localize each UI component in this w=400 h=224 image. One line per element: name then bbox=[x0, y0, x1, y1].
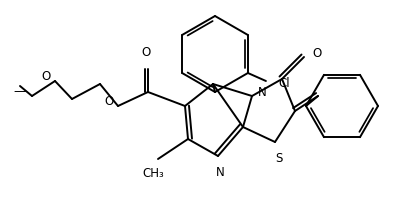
Text: O: O bbox=[141, 46, 151, 59]
Text: Cl: Cl bbox=[278, 77, 290, 90]
Text: N: N bbox=[258, 86, 267, 99]
Text: O: O bbox=[105, 95, 114, 108]
Text: S: S bbox=[275, 152, 283, 165]
Text: CH₃: CH₃ bbox=[142, 167, 164, 180]
Text: O: O bbox=[42, 69, 51, 82]
Text: N: N bbox=[216, 166, 224, 179]
Text: O: O bbox=[312, 47, 321, 60]
Text: —: — bbox=[14, 86, 26, 99]
